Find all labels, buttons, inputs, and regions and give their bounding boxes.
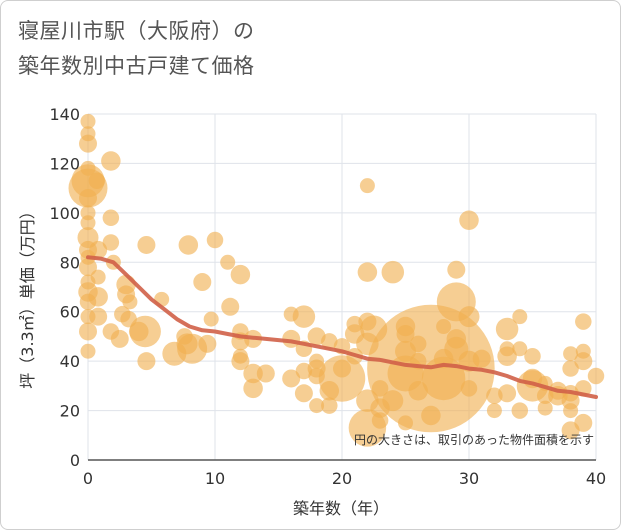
data-point [102,234,120,251]
y-tick-label: 60 [60,303,80,322]
y-tick-label: 140 [49,105,80,124]
data-point [79,258,97,277]
data-point [80,113,96,129]
x-tick-label: 0 [83,469,93,488]
y-tick-label: 40 [60,352,80,371]
data-point [587,367,605,385]
y-tick-label: 20 [60,402,80,421]
data-point [102,209,120,227]
x-tick-label: 30 [459,469,479,488]
y-tick-labels: 0 20 40 60 80 100 120 140 [49,105,80,470]
data-point [486,403,502,419]
x-tick-label: 20 [332,469,352,488]
x-tick-labels: 0 10 20 30 40 [83,469,606,488]
data-point [495,317,519,341]
data-point [89,307,108,326]
data-point [110,329,129,348]
bubble-size-note: 円の大きさは、取引のあった物件面積を示す [354,432,594,447]
data-point [562,360,579,377]
data-point [563,346,579,362]
data-point [80,343,96,359]
data-point [447,260,466,279]
data-point [318,355,366,402]
data-point [563,403,579,419]
data-point [371,412,389,429]
data-point [79,134,97,153]
data-point [458,306,480,328]
data-point [497,346,517,366]
data-point [221,297,240,316]
data-point [193,273,212,292]
y-axis-label: 坪（3.3㎡）単価（万円） [18,203,37,388]
data-point [574,413,593,432]
data-point [220,254,236,270]
data-point [230,264,251,285]
data-point [459,210,479,231]
data-point [524,347,541,365]
trend-line [86,255,598,399]
data-point [122,294,138,310]
data-point [498,384,517,403]
data-point [80,215,96,231]
x-axis-label: 築年数（年） [293,499,389,518]
data-point [282,369,301,388]
data-point [436,319,452,335]
data-point [511,402,529,419]
data-point [321,333,338,350]
data-point [101,151,121,171]
data-point [243,363,263,384]
chart-title-line1: 寝屋川市駅（大阪府）の [18,19,255,43]
data-point [178,235,199,255]
y-tick-label: 120 [49,154,80,173]
data-point [359,178,375,194]
data-point [79,189,97,208]
data-point [89,240,108,259]
data-point [243,378,263,399]
data-point [129,315,161,348]
data-point [256,364,275,383]
data-point [309,398,325,414]
data-point [137,352,156,371]
data-point [294,384,313,403]
y-tick-label: 100 [49,204,80,223]
data-point [537,400,553,416]
data-point [292,305,316,328]
bubbles [68,113,605,447]
data-point [575,313,592,330]
y-tick-label: 80 [60,253,80,272]
data-point [574,352,593,371]
data-point [90,269,106,285]
data-point [512,309,528,325]
data-point [321,397,338,414]
data-point [88,287,108,307]
data-point [198,334,217,353]
data-point [421,405,441,426]
chart-title: 寝屋川市駅（大阪府）の 築年数別中古戸建て価格 [18,14,255,84]
data-point [231,352,250,371]
data-point [206,231,224,249]
data-point [79,322,97,341]
x-tick-label: 10 [205,469,225,488]
data-point [203,311,219,327]
data-point [357,262,378,282]
y-tick-label: 0 [70,451,80,470]
data-point [137,235,156,254]
x-tick-label: 40 [586,469,606,488]
data-point [512,341,528,357]
chart-title-line2: 築年数別中古戸建て価格 [18,54,255,78]
data-point [460,380,478,397]
data-point [472,349,491,368]
data-point [381,260,405,284]
data-point [88,172,106,189]
